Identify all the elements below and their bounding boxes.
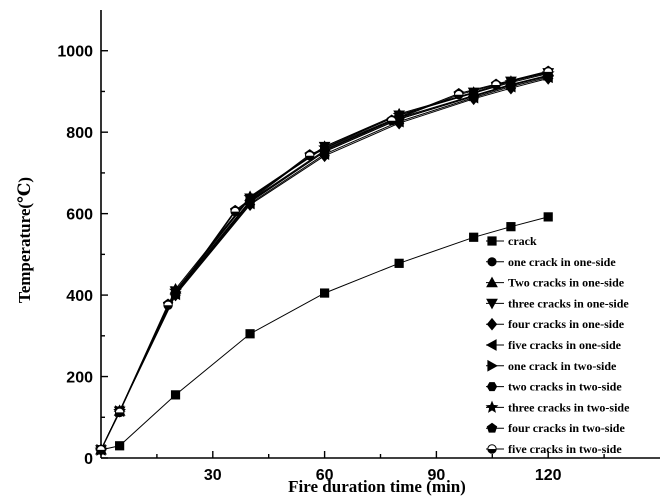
series-group xyxy=(94,65,555,457)
legend-entry: five cracks in one-side xyxy=(485,338,622,352)
y-tick-label: 400 xyxy=(66,288,93,305)
legend-entry: one crack in two-side xyxy=(486,359,617,373)
series-9 xyxy=(95,65,554,455)
hexagon-marker xyxy=(486,382,498,392)
square-marker xyxy=(394,258,404,268)
legend-label: five cracks in one-side xyxy=(508,338,622,352)
square-marker xyxy=(319,288,330,298)
y-tick-label: 200 xyxy=(66,370,93,387)
half-circle-marker xyxy=(304,151,315,161)
legend-entry: crack xyxy=(486,234,537,248)
y-tick-label: 0 xyxy=(84,451,93,468)
series-line xyxy=(100,75,549,451)
legend-entry: one crack in one-side xyxy=(486,255,616,269)
legend-label: three cracks in one-side xyxy=(508,296,629,310)
series-line xyxy=(100,71,549,451)
series-line xyxy=(100,74,549,451)
half-circle-marker xyxy=(163,300,173,310)
star-marker xyxy=(485,400,499,413)
legend-label: crack xyxy=(508,234,537,248)
legend-label: five cracks in two-side xyxy=(508,442,622,456)
diamond-marker xyxy=(486,317,498,331)
triangle-right-marker xyxy=(487,359,499,372)
half-circle-fill xyxy=(96,449,106,455)
half-circle-marker xyxy=(386,116,397,126)
half-circle-fill xyxy=(230,211,240,216)
square-marker xyxy=(543,212,553,222)
legend-entry: four cracks in one-side xyxy=(486,317,625,331)
series-line xyxy=(100,73,549,451)
half-circle-fill xyxy=(163,305,173,310)
y-tick-label: 1000 xyxy=(57,44,93,61)
series-line xyxy=(100,70,549,451)
circle-marker xyxy=(487,257,497,267)
legend-label: three cracks in two-side xyxy=(508,400,630,414)
series-line xyxy=(100,71,549,451)
legend-entry: four cracks in two-side xyxy=(486,421,625,435)
half-circle-marker xyxy=(230,206,240,217)
series-3 xyxy=(95,68,555,456)
half-circle-fill xyxy=(305,155,314,160)
legend-entry: five cracks in two-side xyxy=(486,442,622,456)
legend-label: two cracks in two-side xyxy=(508,380,622,394)
half-circle-marker xyxy=(96,445,106,455)
series-10 xyxy=(96,67,553,455)
half-circle-fill xyxy=(491,84,501,90)
legend-entry: Two cracks in one-side xyxy=(486,276,625,290)
triangle-down-marker xyxy=(486,298,498,310)
half-circle-fill xyxy=(115,412,124,417)
legend-label: four cracks in two-side xyxy=(508,421,625,435)
legend: crack one crack in one-side Two cracks in … xyxy=(485,234,630,456)
half-circle-fill xyxy=(454,94,463,99)
series-line xyxy=(100,76,549,451)
triangle-left-marker xyxy=(485,339,497,351)
x-axis-title: Fire duration time (min) xyxy=(288,477,466,496)
series-5 xyxy=(94,71,553,456)
half-circle-marker xyxy=(454,90,464,100)
series-4 xyxy=(95,72,554,457)
half-circle-fill xyxy=(487,449,497,454)
y-tick-label: 800 xyxy=(66,125,93,142)
legend-label: one crack in one-side xyxy=(508,255,616,269)
half-circle-marker xyxy=(543,67,553,77)
y-tick-label: 600 xyxy=(66,207,93,224)
square-marker xyxy=(487,236,497,246)
legend-entry: three cracks in two-side xyxy=(485,400,630,414)
series-1 xyxy=(96,71,553,455)
series-8 xyxy=(94,66,555,456)
y-axis-title: Temperature(℃) xyxy=(15,177,34,303)
half-circle-fill xyxy=(544,71,553,77)
x-tick-label: 30 xyxy=(204,467,222,484)
legend-entry: two cracks in two-side xyxy=(486,380,622,394)
series-7 xyxy=(95,71,554,455)
x-tick-label: 90 xyxy=(428,467,446,484)
triangle-up-marker xyxy=(486,276,498,288)
legend-label: Two cracks in one-side xyxy=(508,276,625,290)
x-tick-label: 120 xyxy=(535,467,562,484)
half-circle-marker xyxy=(491,80,501,90)
series-line xyxy=(100,72,549,451)
square-marker xyxy=(245,329,255,339)
series-6 xyxy=(96,69,555,456)
axes: 30 60 90 120 0 200 400 600 800 1000 xyxy=(57,10,660,484)
x-tick-label: 60 xyxy=(316,467,334,484)
half-circle-marker xyxy=(114,407,125,418)
square-marker xyxy=(115,441,125,451)
legend-label: four cracks in one-side xyxy=(508,317,625,331)
square-marker xyxy=(170,390,181,400)
half-circle-marker xyxy=(487,444,497,454)
legend-entry: three cracks in one-side xyxy=(486,296,629,310)
pentagon-marker xyxy=(486,422,498,433)
series-0 xyxy=(96,212,553,455)
series-line xyxy=(100,75,549,451)
legend-label: one crack in two-side xyxy=(508,359,617,373)
square-marker xyxy=(469,232,479,242)
series-line xyxy=(100,77,549,451)
half-circle-fill xyxy=(387,120,396,125)
square-marker xyxy=(506,222,516,232)
series-line xyxy=(100,216,549,451)
series-2 xyxy=(95,65,555,455)
